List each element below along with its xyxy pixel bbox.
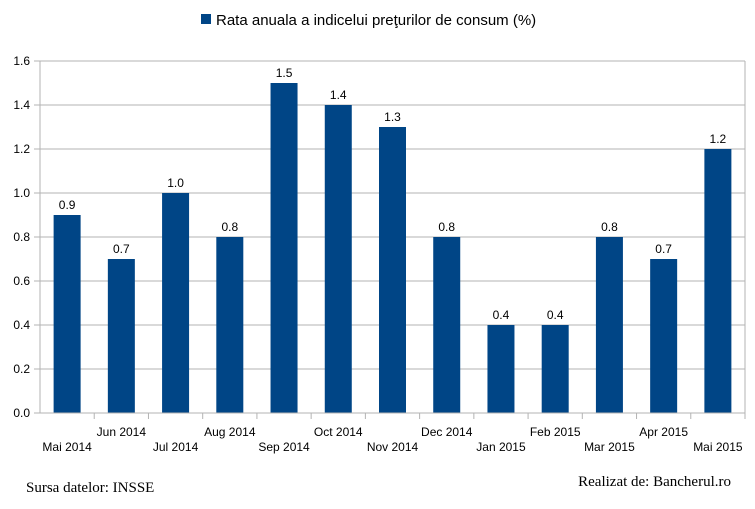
- bar: [216, 237, 244, 413]
- data-label: 1.4: [330, 88, 347, 102]
- data-label: 0.7: [113, 242, 130, 256]
- x-tick-label: Jun 2014: [97, 425, 147, 439]
- x-tick-label: Apr 2015: [639, 425, 688, 439]
- bar: [270, 83, 298, 413]
- y-tick-label: 0.2: [13, 362, 30, 376]
- y-tick-label: 0.8: [13, 230, 30, 244]
- data-label: 0.8: [221, 220, 238, 234]
- x-tick-label: Jan 2015: [476, 440, 526, 454]
- x-tick-label: Oct 2014: [314, 425, 363, 439]
- data-label: 1.0: [167, 176, 184, 190]
- legend: Rata anuala a indicelui preţurilor de co…: [201, 12, 536, 29]
- bar: [487, 325, 515, 413]
- data-label: 0.8: [601, 220, 618, 234]
- data-label: 0.4: [493, 308, 510, 322]
- data-label: 0.9: [59, 198, 76, 212]
- bar: [595, 237, 623, 413]
- y-tick-label: 0.0: [13, 406, 30, 420]
- legend-swatch: [201, 14, 211, 24]
- bar: [107, 259, 135, 413]
- y-tick-label: 1.4: [13, 98, 30, 112]
- y-tick-label: 1.2: [13, 142, 30, 156]
- y-tick-label: 1.0: [13, 186, 30, 200]
- bar: [53, 215, 81, 413]
- x-tick-label: Feb 2015: [530, 425, 581, 439]
- data-label: 1.5: [276, 66, 293, 80]
- y-tick-label: 0.4: [13, 318, 30, 332]
- bar: [704, 149, 732, 413]
- bar: [433, 237, 461, 413]
- x-tick-label: Sep 2014: [258, 440, 310, 454]
- legend-label: Rata anuala a indicelui preţurilor de co…: [216, 12, 536, 29]
- x-tick-label: Jul 2014: [153, 440, 199, 454]
- axes: [39, 61, 746, 419]
- x-tick-label: Aug 2014: [204, 425, 256, 439]
- bar: [162, 193, 190, 413]
- data-label: 1.3: [384, 110, 401, 124]
- source-note: Sursa datelor: INSSE: [26, 480, 155, 496]
- y-axis-tick-labels: 0.0 0.2 0.4 0.6 0.8 1.0 1.2 1.4 1.6: [13, 54, 30, 420]
- credit-note: Realizat de: Bancherul.ro: [578, 474, 731, 490]
- x-tick-label: Mar 2015: [584, 440, 635, 454]
- bar: [650, 259, 678, 413]
- x-tick-label: Mai 2014: [42, 440, 92, 454]
- bar: [379, 127, 406, 413]
- y-tick-label: 0.6: [13, 274, 30, 288]
- data-label: 0.8: [438, 220, 455, 234]
- bar: [324, 105, 352, 413]
- y-tick-label: 1.6: [13, 54, 30, 68]
- data-labels: 0.9 0.7 1.0 0.8 1.5 1.4 1.3 0.8 0.4 0.4 0.8 0.7 1.2: [59, 66, 727, 322]
- x-tick-label: Nov 2014: [367, 440, 419, 454]
- bar: [541, 325, 569, 413]
- x-tick-label: Mai 2015: [693, 440, 743, 454]
- data-label: 1.2: [710, 132, 727, 146]
- data-label: 0.7: [655, 242, 672, 256]
- data-label: 0.4: [547, 308, 564, 322]
- x-tick-label: Dec 2014: [421, 425, 473, 439]
- bars: [53, 83, 732, 413]
